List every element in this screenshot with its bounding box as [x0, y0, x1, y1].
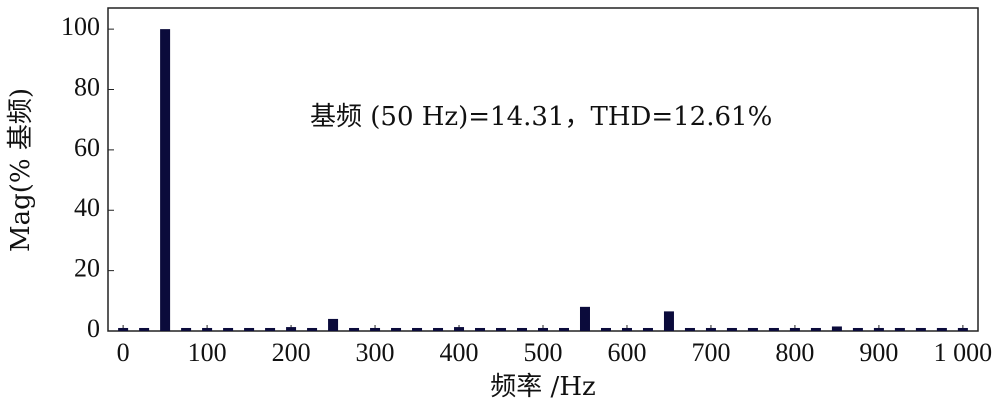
- bar: [433, 327, 444, 331]
- x-tick-label: 200: [272, 338, 311, 367]
- bar: [558, 327, 569, 331]
- x-tick-label: 800: [775, 338, 814, 367]
- bar: [391, 327, 402, 331]
- x-tick-label: 600: [607, 338, 646, 367]
- bar: [642, 327, 653, 331]
- bar: [789, 327, 800, 331]
- y-tick-label: 40: [74, 193, 100, 222]
- annotation: 基频 (50 Hz)=14.31，THD=12.61%: [310, 102, 772, 132]
- bar: [307, 327, 318, 331]
- bar: [118, 327, 129, 331]
- y-tick-label: 0: [87, 314, 100, 343]
- bar: [286, 327, 297, 331]
- y-axis-title: Mag(% 基频): [6, 88, 36, 252]
- x-tick-label: 700: [691, 338, 730, 367]
- x-tick-label: 0: [117, 338, 130, 367]
- bar: [244, 327, 255, 331]
- bar: [475, 327, 486, 331]
- y-tick-label: 80: [74, 72, 100, 101]
- x-tick-label: 300: [356, 338, 395, 367]
- bar: [747, 327, 758, 331]
- bar: [915, 327, 926, 331]
- x-tick-label: 100: [188, 338, 227, 367]
- x-tick-label: 400: [440, 338, 479, 367]
- x-tick-label: 1 000: [934, 338, 993, 367]
- bar: [160, 29, 171, 332]
- bar: [957, 327, 968, 331]
- bar: [894, 327, 905, 331]
- plot-frame: [107, 7, 979, 332]
- x-tick-label: 900: [859, 338, 898, 367]
- bar: [139, 327, 150, 331]
- x-axis-title: 频率 /Hz: [490, 372, 595, 402]
- bar: [181, 327, 192, 331]
- bar: [538, 327, 548, 331]
- y-tick-label: 20: [74, 254, 100, 283]
- bar: [936, 327, 947, 331]
- bar: [223, 327, 234, 331]
- bar: [349, 327, 360, 331]
- bar: [328, 318, 339, 331]
- bar: [663, 311, 674, 331]
- x-tick-label: 500: [524, 338, 563, 367]
- bar: [684, 327, 695, 331]
- bar: [370, 327, 381, 331]
- bar: [579, 306, 590, 331]
- bar: [621, 327, 632, 331]
- bar: [705, 327, 716, 331]
- y-tick-label: 60: [74, 133, 100, 162]
- bar: [412, 327, 423, 331]
- bar: [768, 327, 779, 331]
- bar: [810, 327, 821, 331]
- bar: [517, 327, 528, 331]
- bar: [496, 327, 507, 331]
- bar: [265, 327, 276, 331]
- bar: [873, 327, 884, 331]
- bar: [726, 327, 737, 331]
- bar: [454, 327, 465, 331]
- bar: [831, 326, 842, 331]
- y-tick-label: 100: [61, 12, 100, 41]
- bar: [600, 327, 611, 331]
- bar: [202, 327, 213, 331]
- bar: [852, 327, 863, 331]
